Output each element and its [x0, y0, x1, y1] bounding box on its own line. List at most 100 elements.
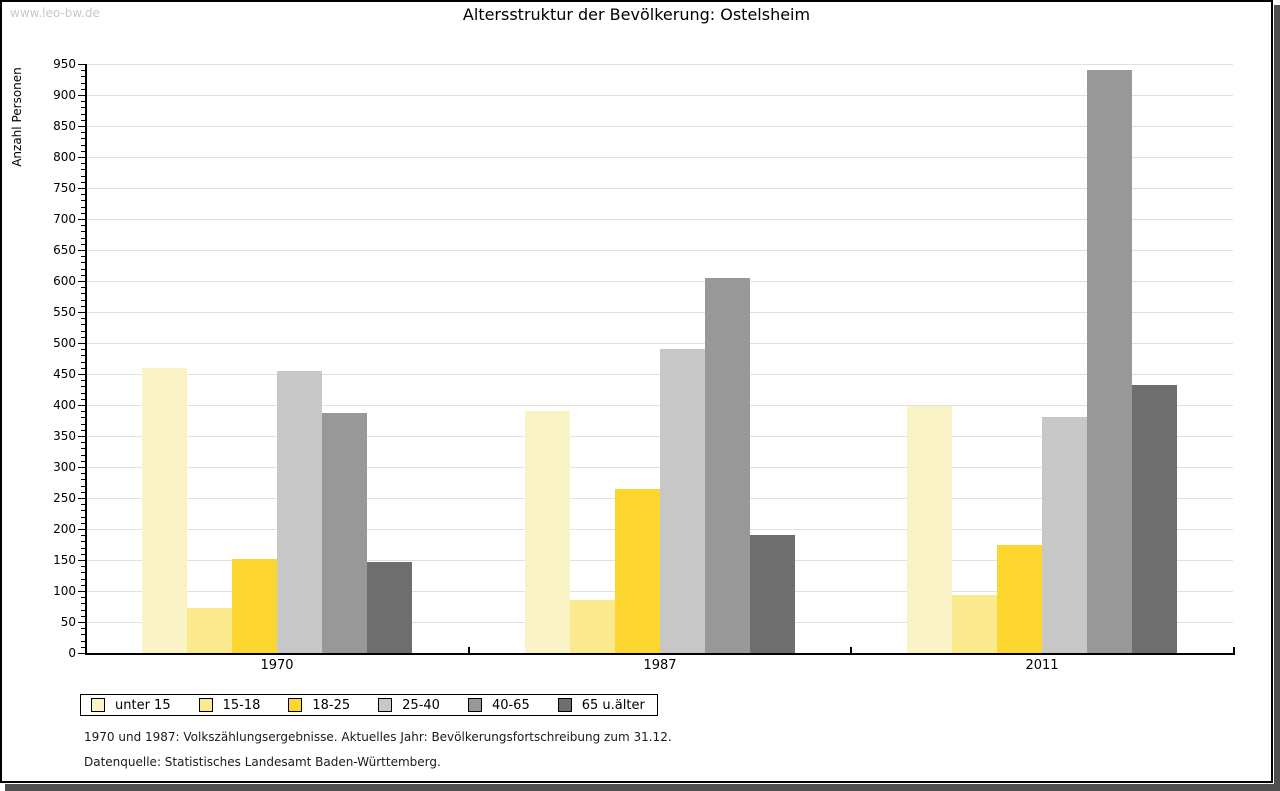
y-minor-tick-920 [81, 83, 85, 84]
y-tick-label-250: 250 [53, 491, 76, 505]
footnote-line-1: 1970 und 1987: Volkszählungsergebnisse. … [84, 730, 672, 744]
bar-65-u-lter-1987 [750, 535, 795, 653]
gridline-450 [85, 374, 1233, 375]
y-minor-tick-390 [81, 411, 85, 412]
y-minor-tick-310 [81, 461, 85, 462]
y-minor-tick-790 [81, 163, 85, 164]
y-minor-tick-120 [81, 579, 85, 580]
y-major-tick-150 [78, 560, 85, 561]
y-major-tick-0 [78, 653, 85, 654]
y-major-tick-800 [78, 157, 85, 158]
y-tick-label-900: 900 [53, 88, 76, 102]
y-minor-tick-360 [81, 430, 85, 431]
y-minor-tick-260 [81, 492, 85, 493]
gridline-400 [85, 405, 1233, 406]
y-tick-label-350: 350 [53, 429, 76, 443]
chart-title: Altersstruktur der Bevölkerung: Ostelshe… [462, 5, 811, 24]
y-minor-tick-60 [81, 616, 85, 617]
y-minor-tick-580 [81, 293, 85, 294]
gridline-800 [85, 157, 1233, 158]
gridline-950 [85, 64, 1233, 65]
y-minor-tick-160 [81, 554, 85, 555]
bar-65-u-lter-1970 [367, 562, 412, 653]
y-minor-tick-810 [81, 151, 85, 152]
y-minor-tick-760 [81, 182, 85, 183]
bar-18-25-1970 [232, 559, 277, 653]
y-minor-tick-470 [81, 362, 85, 363]
x-tick-label-2011: 2011 [1025, 658, 1059, 673]
x-axis-line [85, 653, 1235, 655]
y-major-tick-650 [78, 250, 85, 251]
y-minor-tick-320 [81, 455, 85, 456]
y-minor-tick-830 [81, 138, 85, 139]
y-tick-label-550: 550 [53, 305, 76, 319]
y-minor-tick-610 [81, 275, 85, 276]
legend-label-5: 65 u.älter [581, 697, 645, 713]
y-minor-tick-480 [81, 355, 85, 356]
bar-65-u-lter-2011 [1132, 385, 1177, 653]
y-major-tick-950 [78, 64, 85, 65]
y-minor-tick-410 [81, 399, 85, 400]
legend-item-40-65: 40-65 [467, 698, 530, 713]
legend-label-1: 15-18 [222, 697, 261, 713]
y-major-tick-900 [78, 95, 85, 96]
y-tick-label-600: 600 [53, 274, 76, 288]
y-major-tick-400 [78, 405, 85, 406]
gridline-650 [85, 250, 1233, 251]
y-minor-tick-210 [81, 523, 85, 524]
legend-label-0: unter 15 [115, 697, 171, 713]
y-tick-label-500: 500 [53, 336, 76, 350]
y-minor-tick-290 [81, 473, 85, 474]
y-minor-tick-20 [81, 641, 85, 642]
y-minor-tick-640 [81, 256, 85, 257]
y-major-tick-100 [78, 591, 85, 592]
y-minor-tick-90 [81, 597, 85, 598]
y-tick-label-650: 650 [53, 243, 76, 257]
bar-25-40-1970 [277, 371, 322, 653]
legend-item-65-u-lter: 65 u.älter [557, 697, 645, 713]
y-minor-tick-940 [81, 70, 85, 71]
y-tick-label-150: 150 [53, 553, 76, 567]
y-major-tick-250 [78, 498, 85, 499]
y-minor-tick-230 [81, 510, 85, 511]
y-major-tick-500 [78, 343, 85, 344]
legend-item-25-40: 25-40 [378, 698, 440, 713]
bar-15-18-1987 [570, 600, 615, 653]
y-minor-tick-530 [81, 324, 85, 325]
y-axis-line [85, 64, 87, 655]
gridline-300 [85, 467, 1233, 468]
bar-unter-15-1970 [142, 368, 187, 653]
bar-25-40-1987 [660, 349, 705, 653]
y-minor-tick-740 [81, 194, 85, 195]
legend-swatch-3 [378, 698, 393, 712]
gridline-900 [85, 95, 1233, 96]
y-minor-tick-620 [81, 269, 85, 270]
y-tick-label-850: 850 [53, 119, 76, 133]
y-major-tick-50 [78, 622, 85, 623]
y-minor-tick-590 [81, 287, 85, 288]
y-minor-tick-560 [81, 306, 85, 307]
y-major-tick-450 [78, 374, 85, 375]
y-minor-tick-690 [81, 225, 85, 226]
y-minor-tick-280 [81, 479, 85, 480]
y-minor-tick-180 [81, 541, 85, 542]
y-minor-tick-330 [81, 448, 85, 449]
y-minor-tick-340 [81, 442, 85, 443]
y-minor-tick-540 [81, 318, 85, 319]
frame-shadow-right [1274, 5, 1280, 791]
y-major-tick-700 [78, 219, 85, 220]
y-major-tick-850 [78, 126, 85, 127]
y-tick-label-750: 750 [53, 181, 76, 195]
legend-swatch-2 [288, 698, 303, 712]
bar-unter-15-1987 [525, 411, 570, 653]
y-major-tick-300 [78, 467, 85, 468]
y-minor-tick-40 [81, 628, 85, 629]
y-minor-tick-930 [81, 76, 85, 77]
y-minor-tick-240 [81, 504, 85, 505]
y-minor-tick-190 [81, 535, 85, 536]
y-minor-tick-220 [81, 517, 85, 518]
gridline-850 [85, 126, 1233, 127]
y-tick-label-300: 300 [53, 460, 76, 474]
legend-label-3: 25-40 [402, 697, 440, 713]
